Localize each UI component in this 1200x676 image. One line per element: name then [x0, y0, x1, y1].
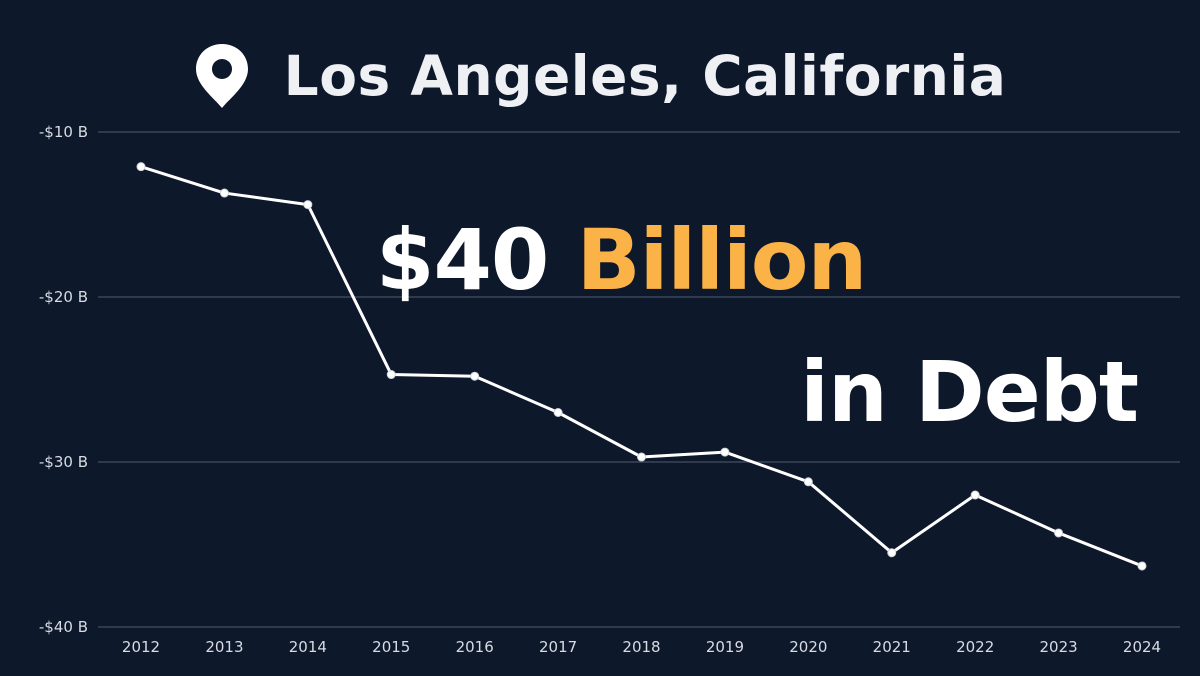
data-point [303, 200, 313, 210]
y-tick-label: -$30 B [39, 453, 88, 471]
x-tick-label: 2017 [539, 638, 577, 656]
x-axis-ticks: 2012 2013 2014 2015 2016 2017 2018 2019 2020 2021… [122, 638, 1161, 656]
x-tick-label: 2024 [1123, 638, 1161, 656]
x-tick-label: 2013 [205, 638, 243, 656]
chart-title: Los Angeles, California [0, 40, 1200, 112]
data-point [219, 188, 229, 198]
x-tick-label: 2022 [956, 638, 994, 656]
data-point [803, 477, 813, 487]
headline-unit: Billion [576, 211, 868, 309]
data-point [553, 408, 563, 417]
location-pin-icon [195, 44, 248, 108]
y-tick-label: -$20 B [39, 288, 88, 306]
x-tick-label: 2015 [372, 638, 410, 656]
y-axis-ticks: -$10 B -$20 B -$30 B -$40 B [39, 123, 88, 636]
data-point [1054, 528, 1064, 538]
series-layer [136, 162, 1147, 571]
data-point [1137, 561, 1147, 571]
data-point [637, 452, 646, 462]
data-point [136, 162, 146, 172]
x-tick-label: 2016 [456, 638, 494, 656]
grid-lines [98, 131, 1180, 628]
x-tick-label: 2021 [873, 638, 911, 656]
title-text: Los Angeles, California [283, 44, 1007, 108]
data-point [720, 447, 730, 457]
data-point [887, 548, 897, 558]
y-tick-label: -$40 B [39, 618, 88, 636]
data-point [470, 371, 480, 381]
headline-amount: $40 [376, 211, 549, 309]
x-tick-label: 2019 [706, 638, 744, 656]
x-tick-label: 2012 [122, 638, 160, 656]
x-tick-label: 2014 [289, 638, 327, 656]
data-point [970, 490, 980, 500]
headline-line2: in Debt [800, 343, 1139, 441]
x-tick-label: 2023 [1039, 638, 1077, 656]
data-point [386, 370, 396, 380]
y-tick-label: -$10 B [39, 123, 88, 141]
headline-amount-line: $40 Billion [376, 211, 868, 309]
x-tick-label: 2020 [789, 638, 827, 656]
x-tick-label: 2018 [622, 638, 660, 656]
